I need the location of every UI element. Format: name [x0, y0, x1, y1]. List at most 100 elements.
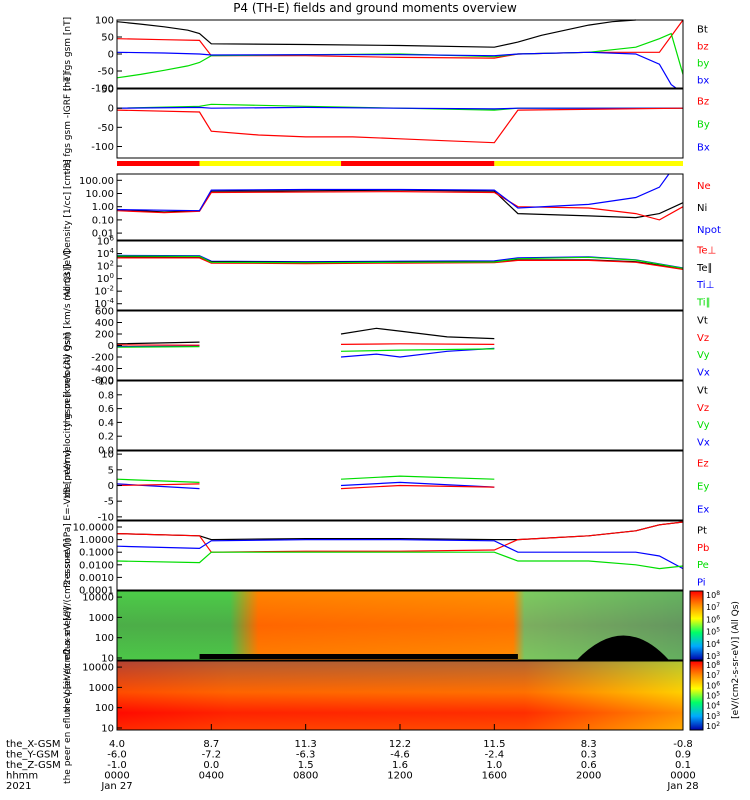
legend-entry: Bt	[697, 25, 708, 36]
series-line-bz	[116, 19, 684, 59]
colorbar-tick-label: 108	[706, 590, 720, 600]
legend-entry: Te⊥	[696, 246, 716, 257]
panel-frame-4	[116, 310, 684, 381]
heatmap-band	[117, 591, 683, 660]
time-axis-value: 1.0	[486, 760, 502, 771]
colorbar-tick-exponent: 8	[716, 660, 720, 667]
time-axis-row-label: the_Z-GSM	[6, 760, 61, 771]
time-axis-value: 0.3	[581, 750, 597, 761]
y-tick-label: 10	[101, 653, 114, 664]
time-axis-value: 1600	[482, 771, 507, 782]
legend-entry: by	[697, 59, 709, 70]
time-axis-row-label: the_X-GSM	[6, 739, 60, 750]
panel-frame-7	[116, 520, 684, 591]
y-tick-label: 1.0000	[79, 535, 114, 546]
y-tick-label: 0.0100	[79, 560, 114, 571]
y-axis-label: the peir velocity gsm [km/s (All Qs)]	[63, 264, 73, 426]
y-tick-label: 400	[95, 318, 114, 329]
y-tick-label: 10.00	[85, 189, 114, 200]
legend-entry: Vt	[697, 386, 708, 397]
series-line-by	[116, 32, 684, 79]
colorbar-tick-label: 104	[706, 701, 720, 711]
y-tick-label: 10	[101, 723, 114, 734]
y-tick-label: 106	[97, 235, 115, 248]
legend-entry: Ti⊥	[696, 280, 714, 291]
y-tick-label: -400	[91, 364, 114, 375]
time-axis-value: 11.5	[483, 739, 505, 750]
series-line-pi	[116, 539, 684, 570]
colorbar-tick-exponent: 4	[716, 639, 720, 646]
legend-entry: Pb	[697, 543, 709, 554]
legend-entry: Bx	[697, 143, 710, 154]
y-tick-label: 600	[95, 307, 114, 318]
y-tick-label: 50	[101, 33, 114, 44]
colorbar-tick-label: 105	[706, 627, 720, 637]
series-line-bx	[116, 106, 683, 110]
heatmap-band	[117, 661, 683, 730]
time-axis-value: 1.5	[298, 760, 314, 771]
y-tick-label: -600	[91, 376, 114, 387]
y-tick-exponent: 6	[110, 235, 115, 243]
y-axis-label: the fgs gsm -IGRF [nT]	[63, 73, 73, 174]
mode-bar-segment	[494, 161, 683, 166]
series-line-te	[117, 257, 684, 270]
colorbar-tick-label: 105	[706, 691, 720, 701]
time-axis-value: -7.2	[202, 750, 222, 761]
line-panel-6	[116, 475, 495, 490]
legend-entry: Vz	[697, 403, 709, 414]
y-tick-label: 0	[108, 50, 114, 61]
y-tick-label: 1000	[89, 613, 114, 624]
legend-entry: Ti∥	[696, 297, 711, 308]
series-line-ex	[116, 481, 495, 490]
series-line-npot	[116, 173, 670, 212]
series-line-ey	[116, 475, 495, 483]
y-tick-label: 0.0010	[79, 573, 114, 584]
series-line-ne	[116, 190, 684, 221]
series-line-bt	[116, 19, 636, 48]
time-axis-value: 4.0	[109, 739, 125, 750]
time-axis-value: 0000	[670, 771, 695, 782]
series-line-pt	[116, 521, 684, 541]
y-tick-label: 1000	[89, 683, 114, 694]
time-axis-value: Jan 28	[666, 781, 698, 792]
time-axis-value: -6.3	[296, 750, 316, 761]
y-axis-label: mom3 [eV]	[63, 250, 73, 300]
colorbar-tick-exponent: 3	[716, 711, 720, 718]
y-tick-exponent: -4	[107, 297, 115, 305]
time-axis-value: 1.6	[392, 760, 408, 771]
legend-entry: Ey	[697, 482, 709, 493]
colorbar-tick-label: 103	[706, 651, 720, 661]
y-tick-label: 0.01	[92, 229, 114, 240]
y-axis-label: the peir en eflux eV [eV/(cm2-s-sr-eV)]	[63, 539, 73, 713]
y-tick-label: -5	[104, 497, 114, 508]
colorbar-tick-exponent: 4	[716, 701, 720, 708]
mode-bar-segment	[199, 161, 342, 166]
legend-entry: Bz	[697, 97, 709, 108]
time-axis-value: 8.7	[203, 739, 219, 750]
y-tick-label: 100	[97, 272, 114, 285]
mode-bar-segment	[341, 161, 495, 166]
y-tick-label: -50	[98, 123, 114, 134]
time-axis-value: 0000	[104, 771, 129, 782]
time-axis-row-label: 2021	[6, 781, 31, 792]
series-line-pb	[116, 521, 684, 553]
colorbar-tick-label: 102	[706, 721, 720, 731]
colorbar-label: [eV/(cm2-s-sr-eV)] (All Qs)	[731, 601, 741, 719]
legend-entry: Vy	[697, 350, 710, 361]
y-tick-label: -10	[98, 512, 114, 523]
heatmap-dark-region	[576, 635, 669, 660]
line-panel-1	[116, 103, 684, 144]
y-axis-label: Pressure [nPa]	[63, 523, 73, 588]
series-line-vx	[116, 345, 495, 358]
y-tick-label: 0.2	[98, 432, 114, 443]
plot-title: P4 (TH-E) fields and ground moments over…	[233, 1, 517, 15]
y-tick-label: 10	[101, 450, 114, 461]
y-axis-label: the fgs gsm [nT]	[63, 17, 73, 91]
time-axis-value: 0.6	[581, 760, 597, 771]
time-axis-value: 0800	[293, 771, 318, 782]
colorbar-tick-label: 103	[706, 711, 720, 721]
series-line-ni	[116, 189, 684, 219]
y-tick-exponent: 4	[110, 247, 115, 255]
time-axis-value: 0.9	[675, 750, 691, 761]
